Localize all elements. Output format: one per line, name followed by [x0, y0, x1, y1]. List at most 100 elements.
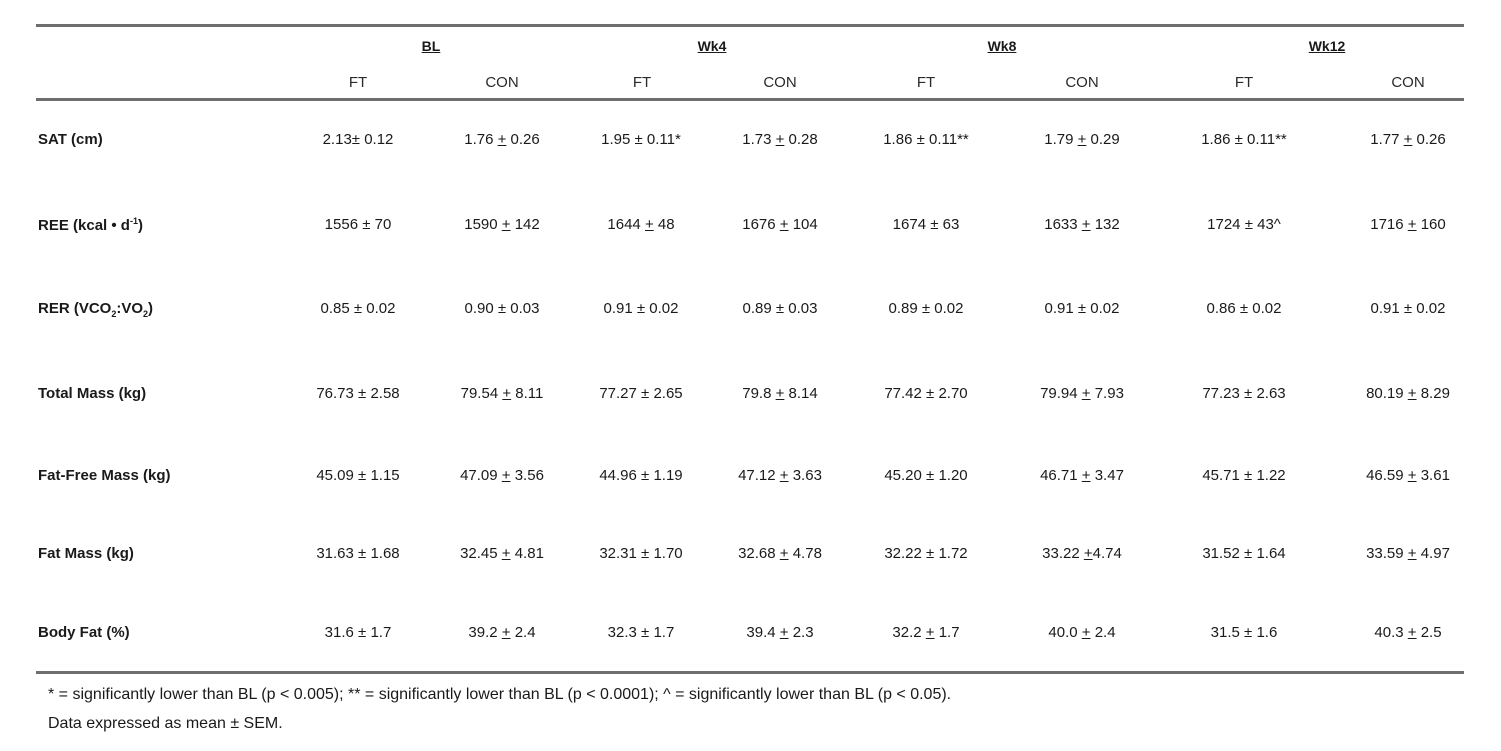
cell-pm-symbol: ±: [353, 300, 363, 317]
table-cell: 1716 + 160: [1333, 216, 1483, 233]
table-cell: 76.73 ± 2.58: [283, 385, 433, 402]
cell-sem: 0.02: [362, 300, 396, 317]
row-label-text: Fat Mass (kg): [38, 545, 134, 562]
cell-pm-symbol: +: [1081, 624, 1091, 641]
cell-sem: 1.70: [649, 545, 683, 562]
cell-pm-symbol: +: [1077, 131, 1087, 148]
cell-sem: 4.78: [788, 545, 822, 562]
cell-mean: 77.23: [1202, 385, 1245, 402]
cell-sem: 0.29: [1086, 131, 1120, 148]
cell-mean: 0.86: [1206, 300, 1240, 317]
cell-sem: 63: [938, 216, 960, 233]
table-cell: 47.09 + 3.56: [427, 467, 577, 484]
cell-sem: 0.02: [1248, 300, 1282, 317]
cell-pm-symbol: ±: [1244, 624, 1253, 641]
cell-pm-symbol: +: [1081, 467, 1091, 484]
cell-sem: 0.02: [1412, 300, 1446, 317]
row-label-sat: SAT (cm): [38, 131, 103, 148]
row-label-text: Total Mass (kg): [38, 385, 147, 402]
cell-mean: 31.5: [1210, 624, 1245, 641]
cell-pm-symbol: +: [1407, 545, 1417, 562]
cell-sem: 0.03: [784, 300, 818, 317]
table-cell: 1633 + 132: [1007, 216, 1157, 233]
cell-sem: 132: [1090, 216, 1120, 233]
table-cell: 1556 ± 70: [283, 216, 433, 233]
footnote-data-expression: Data expressed as mean ± SEM.: [48, 715, 283, 732]
subheader-bl-ft: FT: [348, 74, 368, 91]
subheader-wk8-ft: FT: [916, 74, 936, 91]
cell-sem: 2.4: [1090, 624, 1116, 641]
cell-pm-symbol: ±: [641, 467, 650, 484]
table-cell: 0.89 ± 0.02: [851, 300, 1001, 317]
table-cell: 45.71 ± 1.22: [1169, 467, 1319, 484]
cell-sem: 2.65: [649, 385, 683, 402]
table-cell: 0.89 ± 0.03: [705, 300, 855, 317]
cell-sem: 0.03: [506, 300, 540, 317]
cell-sem: 1.72: [934, 545, 968, 562]
cell-mean: 39.4: [746, 624, 780, 641]
table-cell: 33.59 + 4.97: [1333, 545, 1483, 562]
cell-mean: 1556: [324, 216, 363, 233]
cell-mean: 33.59: [1366, 545, 1408, 562]
cell-mean: 44.96: [599, 467, 642, 484]
cell-pm-symbol: ±: [1244, 216, 1253, 233]
cell-pm-symbol: ±: [921, 300, 931, 317]
table-cell: 40.3 + 2.5: [1333, 624, 1483, 641]
table-cell: 44.96 ± 1.19: [566, 467, 716, 484]
cell-mean: 40.0: [1048, 624, 1082, 641]
table-cell: 0.86 ± 0.02: [1169, 300, 1319, 317]
table-cell: 1724 ± 43^: [1169, 216, 1319, 233]
cell-mean: 1.86: [883, 131, 917, 148]
cell-pm-symbol: ±: [775, 300, 785, 317]
cell-sem: 0.26: [1412, 131, 1446, 148]
cell-pm-symbol: +: [501, 545, 511, 562]
cell-mean: 1.86: [1201, 131, 1235, 148]
row-label-total-mass: Total Mass (kg): [38, 385, 146, 402]
cell-pm-symbol: ±: [358, 385, 367, 402]
cell-pm-symbol: +: [1081, 385, 1091, 402]
cell-pm-symbol: +: [502, 385, 512, 402]
table-cell: 1676 + 104: [705, 216, 855, 233]
table-cell: 0.91 ± 0.02: [1007, 300, 1157, 317]
cell-sem: 4.97: [1416, 545, 1450, 562]
table-cell: 80.19 + 8.29: [1333, 385, 1483, 402]
cell-mean: 32.31: [599, 545, 642, 562]
cell-mean: 32.3: [607, 624, 642, 641]
cell-pm-symbol: ±: [641, 545, 650, 562]
cell-mean: 0.90: [464, 300, 498, 317]
cell-mean: 32.22: [884, 545, 927, 562]
cell-pm-symbol: ±: [916, 131, 925, 148]
row-label-ree: REE (kcal • d-1): [38, 216, 143, 234]
table-cell: 1674 ± 63: [851, 216, 1001, 233]
group-header-wk12: Wk12: [1308, 38, 1346, 54]
cell-mean: 46.59: [1366, 467, 1408, 484]
cell-pm-symbol: ±: [362, 216, 371, 233]
table-cell: 2.13± 0.12: [283, 131, 433, 148]
table-cell: 45.20 ± 1.20: [851, 467, 1001, 484]
cell-sem: 0.26: [506, 131, 540, 148]
subheader-wk4-ft: FT: [632, 74, 652, 91]
cell-mean: 77.27: [599, 385, 642, 402]
cell-sem: 2.4: [510, 624, 536, 641]
cell-sem: 1.7: [366, 624, 392, 641]
cell-sem: 0.02: [645, 300, 679, 317]
row-label-fat-mass: Fat Mass (kg): [38, 545, 134, 562]
table-cell: 1.77 + 0.26: [1333, 131, 1483, 148]
subheader-wk4-con: CON: [763, 74, 797, 91]
table-cell: 0.85 ± 0.02: [283, 300, 433, 317]
table-cell: 46.59 + 3.61: [1333, 467, 1483, 484]
cell-mean: 1590: [464, 216, 502, 233]
table-header-rule: [36, 98, 1464, 101]
cell-pm-symbol: ±: [497, 300, 507, 317]
cell-mean: 46.71: [1040, 467, 1082, 484]
row-label-text: Body Fat (%): [38, 624, 130, 641]
cell-mean: 0.91: [603, 300, 637, 317]
table-cell: 31.5 ± 1.6: [1169, 624, 1319, 641]
cell-pm-symbol: +: [1407, 385, 1417, 402]
cell-mean: 79.54: [460, 385, 503, 402]
superscript: -1: [129, 216, 138, 226]
cell-pm-symbol: ±: [1403, 300, 1413, 317]
cell-pm-symbol: ±: [1244, 385, 1253, 402]
cell-pm-symbol: +: [1083, 545, 1093, 562]
cell-sem: 4.81: [510, 545, 544, 562]
